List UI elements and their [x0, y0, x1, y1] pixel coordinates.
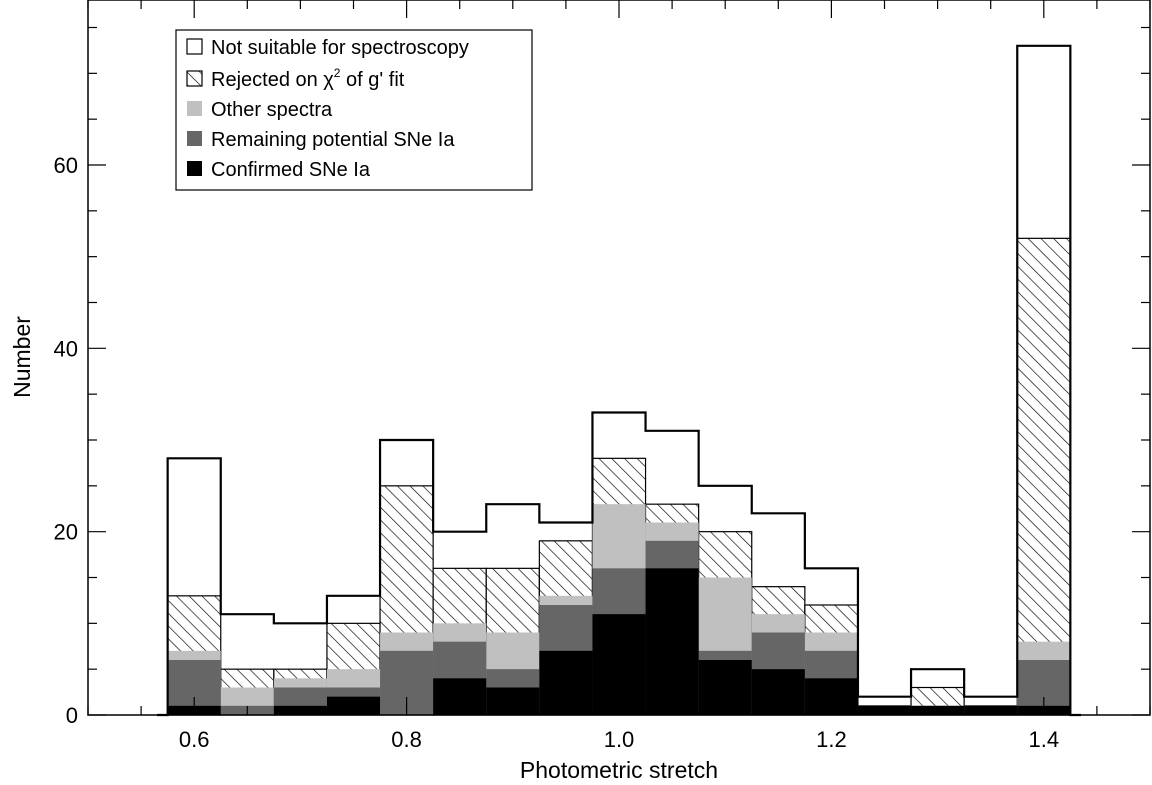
legend-box: [175, 29, 533, 191]
x-tick-label: 0.6: [179, 727, 210, 752]
total-step-outline: [157, 44, 1081, 717]
bar-confirmed-sne-ia-7: [539, 650, 593, 715]
histogram-bars: [167, 45, 1071, 716]
bar-confirmed-sne-ia-10: [698, 660, 752, 715]
y-tick-label: 60: [54, 153, 78, 178]
legend-label-remaining: Remaining potential SNe Ia: [211, 129, 455, 151]
bar-confirmed-sne-ia-9: [645, 568, 699, 715]
legend-swatch-confirmed: [187, 161, 202, 176]
legend: Not suitable for spectroscopy Rejected o…: [175, 29, 533, 191]
y-tick-label: 0: [66, 703, 78, 728]
legend-swatch-other: [187, 101, 202, 116]
legend-label-other-spectra: Other spectra: [211, 99, 333, 121]
histogram-outline: [157, 44, 1081, 717]
legend-swatch-remaining: [187, 131, 202, 146]
x-axis-title: Photometric stretch: [520, 757, 718, 783]
legend-label-sup: 2: [334, 66, 341, 80]
x-tick-label: 1.2: [816, 727, 847, 752]
y-tick-label: 40: [54, 336, 78, 361]
legend-label-rejected-pre: Rejected on: [211, 69, 323, 91]
x-tick-label: 1.0: [604, 727, 635, 752]
x-tick-label: 0.8: [391, 727, 422, 752]
x-tick-label: 1.4: [1029, 727, 1060, 752]
bar-confirmed-sne-ia-3: [326, 696, 381, 715]
legend-label-rejected: Rejected on χ2 of g' fit: [211, 66, 405, 91]
bar-rejected-on-of-g-fit-16: [1016, 237, 1071, 716]
legend-label-rejected-post: of g' fit: [340, 69, 404, 91]
axis-ticks: [87, 0, 1151, 716]
y-axis-title: Number: [9, 316, 35, 398]
axis-tick-labels: 0.6 0.8 1.0 1.2 1.4 0 20 40 60: [54, 153, 1060, 752]
legend-label-chi: χ: [323, 69, 334, 91]
legend-label-confirmed: Confirmed SNe Ia: [211, 159, 371, 181]
y-tick-label: 20: [54, 520, 78, 545]
legend-swatch-open: [186, 38, 203, 55]
legend-swatch-hatched: [186, 70, 203, 87]
legend-label-not-suitable: Not suitable for spectroscopy: [211, 37, 469, 59]
